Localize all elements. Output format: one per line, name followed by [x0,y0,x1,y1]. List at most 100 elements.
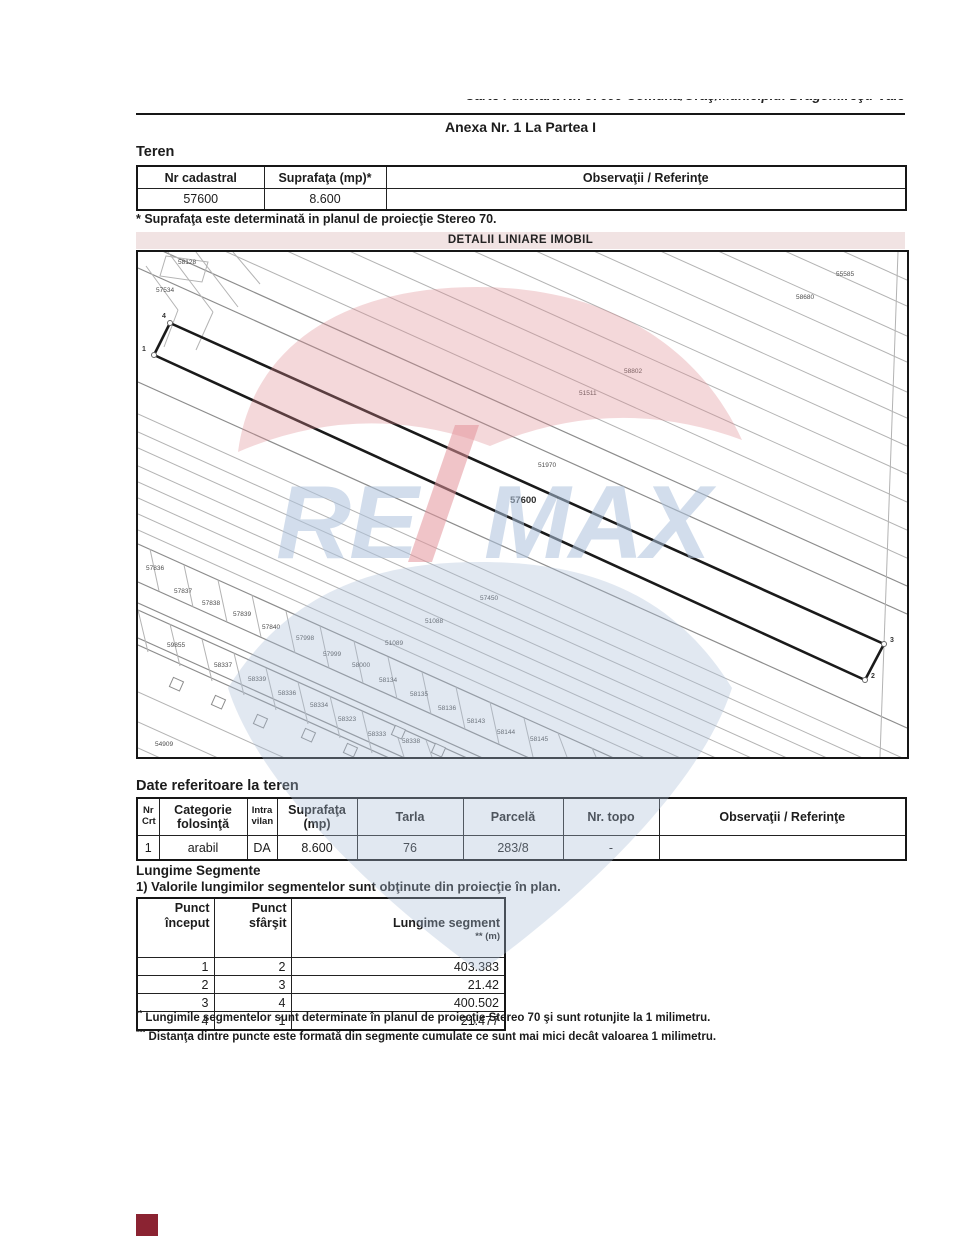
parcel-label: 58134 [379,677,397,684]
teren-col-observatii: Observaţii / Referinţe [385,165,907,189]
parcel-label: 51970 [538,462,556,469]
segments-table: Punct început Punct sfârşit Lungime segm… [136,897,506,1032]
parcel-label: 51089 [385,640,403,647]
carte-funciara-header-clipped: Carte Funciară Nr. 57600 Comuna/Oraş/Mun… [136,99,905,113]
parcel-label: 57999 [323,651,341,658]
parcel-label: 58145 [530,736,548,743]
teren-table: Nr cadastral Suprafaţa (mp)* Observaţii … [136,165,907,211]
parcel-label: 58334 [310,702,328,709]
segment-row: 1 2 403.383 [136,957,506,977]
parcel-label: 58136 [438,705,456,712]
date-teren-table: Nr Crt Categorie folosinţă Intra vilan S… [136,797,907,861]
parcel-label: 58000 [352,662,370,669]
parcel-label: 57837 [174,588,192,595]
date-col-observatii: Observaţii / Referinţe [658,797,907,836]
teren-suprafata-value: 8.600 [263,188,387,211]
date-categorie-value: arabil [158,835,248,861]
date-observatii-value [658,835,907,861]
parcel-labels-group: 58128 57534 55585 58680 58802 51511 51970 57600… [142,259,894,748]
lungime-segmente-note: 1) Valorile lungimilor segmentelor sunt … [136,879,561,894]
date-col-suprafata: Suprafaţa (mp) [276,797,358,836]
suprafata-footnote: * Suprafaţa este determinată in planul d… [136,212,497,226]
parcel-label: 57839 [233,611,251,618]
seg-col-punct-inceput: Punct început [136,897,215,959]
seg-start: 2 [136,975,215,995]
seg-col-lungime-unit: ** (m) [475,931,500,942]
header-divider-rule [136,113,905,115]
parcel-label: 58128 [178,259,196,266]
segment-footnotes: ** Lungimile segmentelor sunt determinat… [136,1008,916,1045]
parcel-label: 58144 [497,729,515,736]
parcel-label: 58802 [624,368,642,375]
parcel-label: 58338 [402,738,420,745]
teren-col-nr-cadastral: Nr cadastral [136,165,265,189]
date-col-tarla: Tarla [356,797,464,836]
parcel-label: 58323 [338,716,356,723]
date-suprafata-value: 8.600 [276,835,358,861]
date-tarla-value: 76 [356,835,464,861]
parcel-label: 57840 [262,624,280,631]
parcel-label: 58135 [410,691,428,698]
parcel-label: 58333 [368,731,386,738]
seg-length: 400.502 [290,993,506,1013]
parcel-label: 58680 [796,294,814,301]
carte-funciara-title: Carte Funciară Nr. 57600 Comuna/Oraş/Mun… [136,99,905,103]
parcel-label: 58336 [278,690,296,697]
parcel-label: 57998 [296,635,314,642]
segment-row: 4 1 21.477 [136,1011,506,1031]
seg-col-lungime: Lungime segment ** (m) [290,897,506,959]
seg-length: 21.42 [290,975,506,995]
footnote-marker: ** [136,1009,143,1018]
date-col-intravilan: Intra vilan [246,797,278,836]
teren-observatii-value [385,188,907,211]
date-nr-topo-value: - [562,835,660,861]
parcel-label: 54909 [155,741,173,748]
teren-col-suprafata: Suprafaţa (mp)* [263,165,387,189]
seg-col-punct-sfarsit: Punct sfârşit [213,897,292,959]
seg-start: 3 [136,993,215,1013]
date-col-parcela: Parcelă [462,797,564,836]
parcel-point-label: 1 [142,346,146,353]
date-col-nr-crt: Nr Crt [136,797,160,836]
teren-section-title: Teren [136,144,175,160]
parcel-label: 59855 [167,642,185,649]
detalii-liniare-imobil-bar: DETALII LINIARE IMOBIL [136,232,905,249]
parcel-label: 57836 [146,565,164,572]
seg-end: 2 [213,957,292,977]
seg-length: 21.477 [290,1011,506,1031]
footnote-text: Distanţa dintre puncte este formată din … [145,1030,717,1043]
parcel-label: 55585 [836,271,854,278]
footnote-text: Lungimile segmentelor sunt determinate î… [142,1011,711,1024]
anexa-title: Anexa Nr. 1 La Partea I [445,119,596,135]
cadastral-map-svg: 58128 57534 55585 58680 58802 51511 51970 57600… [138,252,907,757]
parcel-point-label: 2 [871,673,875,680]
date-intravilan-value: DA [246,835,278,861]
date-teren-row: 1 arabil DA 8.600 76 283/8 - [136,835,907,861]
footnote-lungimi: ** Lungimile segmentelor sunt determinat… [136,1008,916,1027]
parcel-label: 57450 [480,595,498,602]
seg-length: 403.383 [290,957,506,977]
parcel-label: 58143 [467,718,485,725]
parcel-label: 58337 [214,662,232,669]
teren-row: 57600 8.600 [136,188,907,211]
date-teren-section-title: Date referitoare la teren [136,778,299,794]
footnote-distanta: *** Distanţa dintre puncte este formată … [136,1027,916,1046]
date-col-nr-topo: Nr. topo [562,797,660,836]
parcel-label: 57600 [510,495,536,506]
next-page-logo-fragment [136,1214,158,1236]
parcel-label: 51088 [425,618,443,625]
date-parcela-value: 283/8 [462,835,564,861]
parcel-label: 51511 [579,390,597,397]
cadastral-map: 58128 57534 55585 58680 58802 51511 51970 57600… [136,250,909,759]
parcel-point-label: 4 [162,313,166,320]
segment-row: 3 4 400.502 [136,993,506,1013]
segment-row: 2 3 21.42 [136,975,506,995]
parcel-label: 57534 [156,287,174,294]
seg-end: 3 [213,975,292,995]
parcel-label: 58339 [248,676,266,683]
seg-start: 1 [136,957,215,977]
lungime-segmente-title: Lungime Segmente [136,863,261,878]
footnote-marker: *** [136,1027,146,1037]
date-nr-crt-value: 1 [136,835,160,861]
